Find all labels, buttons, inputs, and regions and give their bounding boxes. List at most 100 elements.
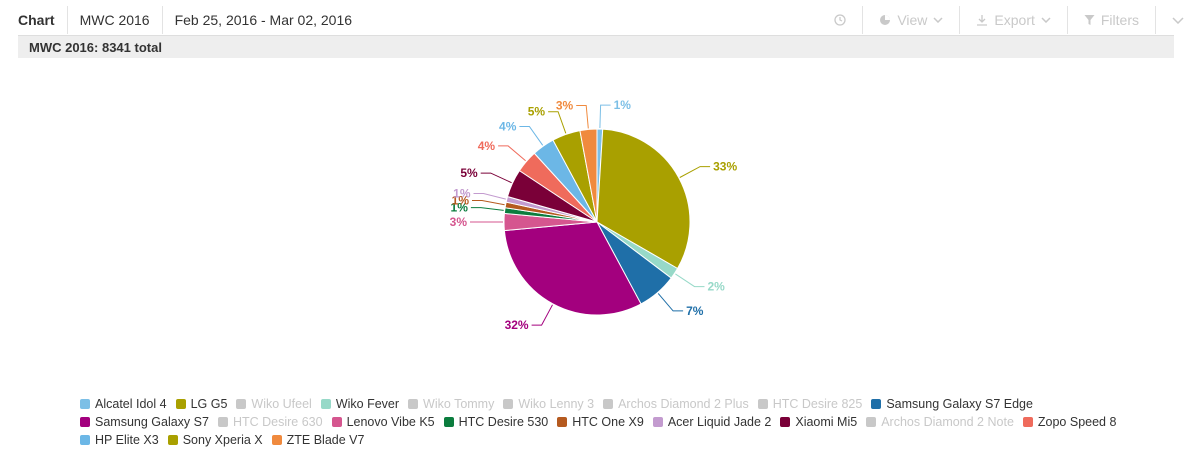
legend-swatch xyxy=(503,399,514,409)
label-connector-zte-blade-v7 xyxy=(576,105,589,129)
more-options-button[interactable] xyxy=(1156,0,1200,40)
legend-label: Archos Diamond 2 Plus xyxy=(618,397,749,411)
chart-title-bar: MWC 2016: 8341 total xyxy=(18,35,1174,58)
label-connector-xiaomi-mi5 xyxy=(480,172,512,184)
filter-icon xyxy=(1084,15,1095,25)
legend-swatch xyxy=(236,399,247,409)
label-connector-samsung-galaxy-s7-edge xyxy=(657,293,684,312)
chevron-down-icon xyxy=(933,17,943,23)
legend-item-htc-desire-630[interactable]: HTC Desire 630 xyxy=(217,414,323,430)
chevron-down-icon xyxy=(1172,16,1184,24)
legend-label: Wiko Ufeel xyxy=(251,397,312,411)
data-label-htc-one-x9: 1% xyxy=(452,194,470,208)
view-button[interactable]: View xyxy=(863,0,959,40)
top-toolbar: Chart MWC 2016 Feb 25, 2016 - Mar 02, 20… xyxy=(0,0,1200,40)
legend-item-hp-elite-x3[interactable]: HP Elite X3 xyxy=(80,432,159,448)
legend-label: Wiko Fever xyxy=(335,397,400,411)
export-button-label: Export xyxy=(994,12,1035,28)
data-label-samsung-galaxy-s7-edge: 7% xyxy=(686,304,704,318)
pie-slice-samsung-galaxy-s7[interactable] xyxy=(503,221,642,316)
legend-item-wiko-ufeel[interactable]: Wiko Ufeel xyxy=(236,396,312,412)
data-label-zopo-speed-8: 4% xyxy=(478,139,496,153)
legend-swatch xyxy=(443,417,454,427)
legend-item-htc-desire-825[interactable]: HTC Desire 825 xyxy=(757,396,863,412)
legend-label: LG G5 xyxy=(190,397,228,411)
legend-swatch xyxy=(80,435,90,445)
legend-label: Acer Liquid Jade 2 xyxy=(667,415,772,429)
filters-button[interactable]: Filters xyxy=(1068,0,1155,40)
legend-item-lg-g5[interactable]: LG G5 xyxy=(175,396,228,412)
legend-label: Archos Diamond 2 Note xyxy=(881,415,1014,429)
data-label-hp-elite-x3: 4% xyxy=(499,120,517,134)
legend-label: HTC One X9 xyxy=(572,415,644,429)
chart-legend: Alcatel Idol 4 LG G5 Wiko Ufeel Wiko Fever W… xyxy=(80,396,1140,448)
legend-swatch xyxy=(408,399,419,409)
data-label-lenovo-vibe-k5: 3% xyxy=(450,215,468,229)
report-name[interactable]: MWC 2016 xyxy=(79,12,150,28)
legend-swatch xyxy=(757,399,768,409)
label-connector-alcatel-idol-4 xyxy=(599,104,611,129)
data-label-wiko-fever: 2% xyxy=(708,280,726,294)
legend-label: Lenovo Vibe K5 xyxy=(346,415,435,429)
legend-item-archos-diamond-2-note[interactable]: Archos Diamond 2 Note xyxy=(866,414,1014,430)
legend-item-wiko-tommy[interactable]: Wiko Tommy xyxy=(408,396,494,412)
legend-label: ZTE Blade V7 xyxy=(286,433,365,447)
legend-swatch xyxy=(175,399,186,409)
legend-label: Wiko Tommy xyxy=(423,397,495,411)
legend-label: Samsung Galaxy S7 xyxy=(95,415,209,429)
legend-item-samsung-galaxy-s7[interactable]: Samsung Galaxy S7 xyxy=(80,414,209,430)
legend-swatch xyxy=(603,399,614,409)
legend-item-htc-desire-530[interactable]: HTC Desire 530 xyxy=(443,414,549,430)
legend-swatch xyxy=(866,417,877,427)
data-label-lg-g5: 33% xyxy=(713,160,737,174)
view-button-label: View xyxy=(897,12,928,28)
info-button[interactable] xyxy=(818,0,862,40)
label-connector-htc-desire-530 xyxy=(470,207,504,211)
clock-icon xyxy=(834,14,846,26)
pie-chart-icon xyxy=(880,15,891,25)
legend-label: Sony Xperia X xyxy=(182,433,263,447)
legend-swatch xyxy=(557,417,568,427)
legend-item-zopo-speed-8[interactable]: Zopo Speed 8 xyxy=(1022,414,1116,430)
date-range-picker[interactable]: Feb 25, 2016 - Mar 02, 2016 xyxy=(174,12,353,28)
tab-chart[interactable]: Chart xyxy=(18,12,55,28)
toolbar-divider xyxy=(1066,6,1068,34)
legend-label: Alcatel Idol 4 xyxy=(95,397,167,411)
toolbar-divider xyxy=(959,6,961,34)
legend-label: HTC Desire 825 xyxy=(772,397,863,411)
legend-item-htc-one-x9[interactable]: HTC One X9 xyxy=(557,414,644,430)
legend-item-lenovo-vibe-k5[interactable]: Lenovo Vibe K5 xyxy=(331,414,435,430)
legend-swatch xyxy=(320,399,331,409)
label-connector-zopo-speed-8 xyxy=(498,145,526,162)
legend-swatch xyxy=(780,417,791,427)
legend-label: HP Elite X3 xyxy=(95,433,159,447)
export-button[interactable]: Export xyxy=(960,0,1066,40)
legend-item-zte-blade-v7[interactable]: ZTE Blade V7 xyxy=(271,432,365,448)
label-connector-acer-liquid-jade-2 xyxy=(473,193,506,200)
legend-item-alcatel-idol-4[interactable]: Alcatel Idol 4 xyxy=(80,396,167,412)
chart-title: MWC 2016: 8341 total xyxy=(29,39,162,55)
legend-swatch xyxy=(652,417,663,427)
legend-swatch xyxy=(1022,417,1033,427)
pie-slice-zte-blade-v7[interactable] xyxy=(579,128,598,223)
legend-label: Samsung Galaxy S7 Edge xyxy=(886,397,1033,411)
legend-swatch xyxy=(871,399,882,409)
toolbar-divider xyxy=(1155,6,1156,34)
legend-item-acer-liquid-jade-2[interactable]: Acer Liquid Jade 2 xyxy=(652,414,772,430)
toolbar-actions: View Export Filters xyxy=(818,0,1200,40)
legend-item-xiaomi-mi5[interactable]: Xiaomi Mi5 xyxy=(780,414,857,430)
legend-item-samsung-galaxy-s7-edge[interactable]: Samsung Galaxy S7 Edge xyxy=(871,396,1033,412)
label-connector-hp-elite-x3 xyxy=(519,126,544,146)
label-connector-sony-xperia-x xyxy=(548,111,567,134)
legend-item-wiko-lenny-3[interactable]: Wiko Lenny 3 xyxy=(503,396,594,412)
legend-item-archos-diamond-2-plus[interactable]: Archos Diamond 2 Plus xyxy=(603,396,749,412)
filters-button-label: Filters xyxy=(1100,12,1139,28)
legend-swatch xyxy=(331,417,342,427)
legend-item-sony-xperia-x[interactable]: Sony Xperia X xyxy=(167,432,263,448)
legend-label: HTC Desire 530 xyxy=(458,415,549,429)
pie-slice-lg-g5[interactable] xyxy=(596,128,691,270)
toolbar-divider xyxy=(161,6,163,34)
legend-item-wiko-fever[interactable]: Wiko Fever xyxy=(320,396,400,412)
toolbar-divider xyxy=(66,6,68,34)
label-connector-htc-one-x9 xyxy=(472,200,505,206)
